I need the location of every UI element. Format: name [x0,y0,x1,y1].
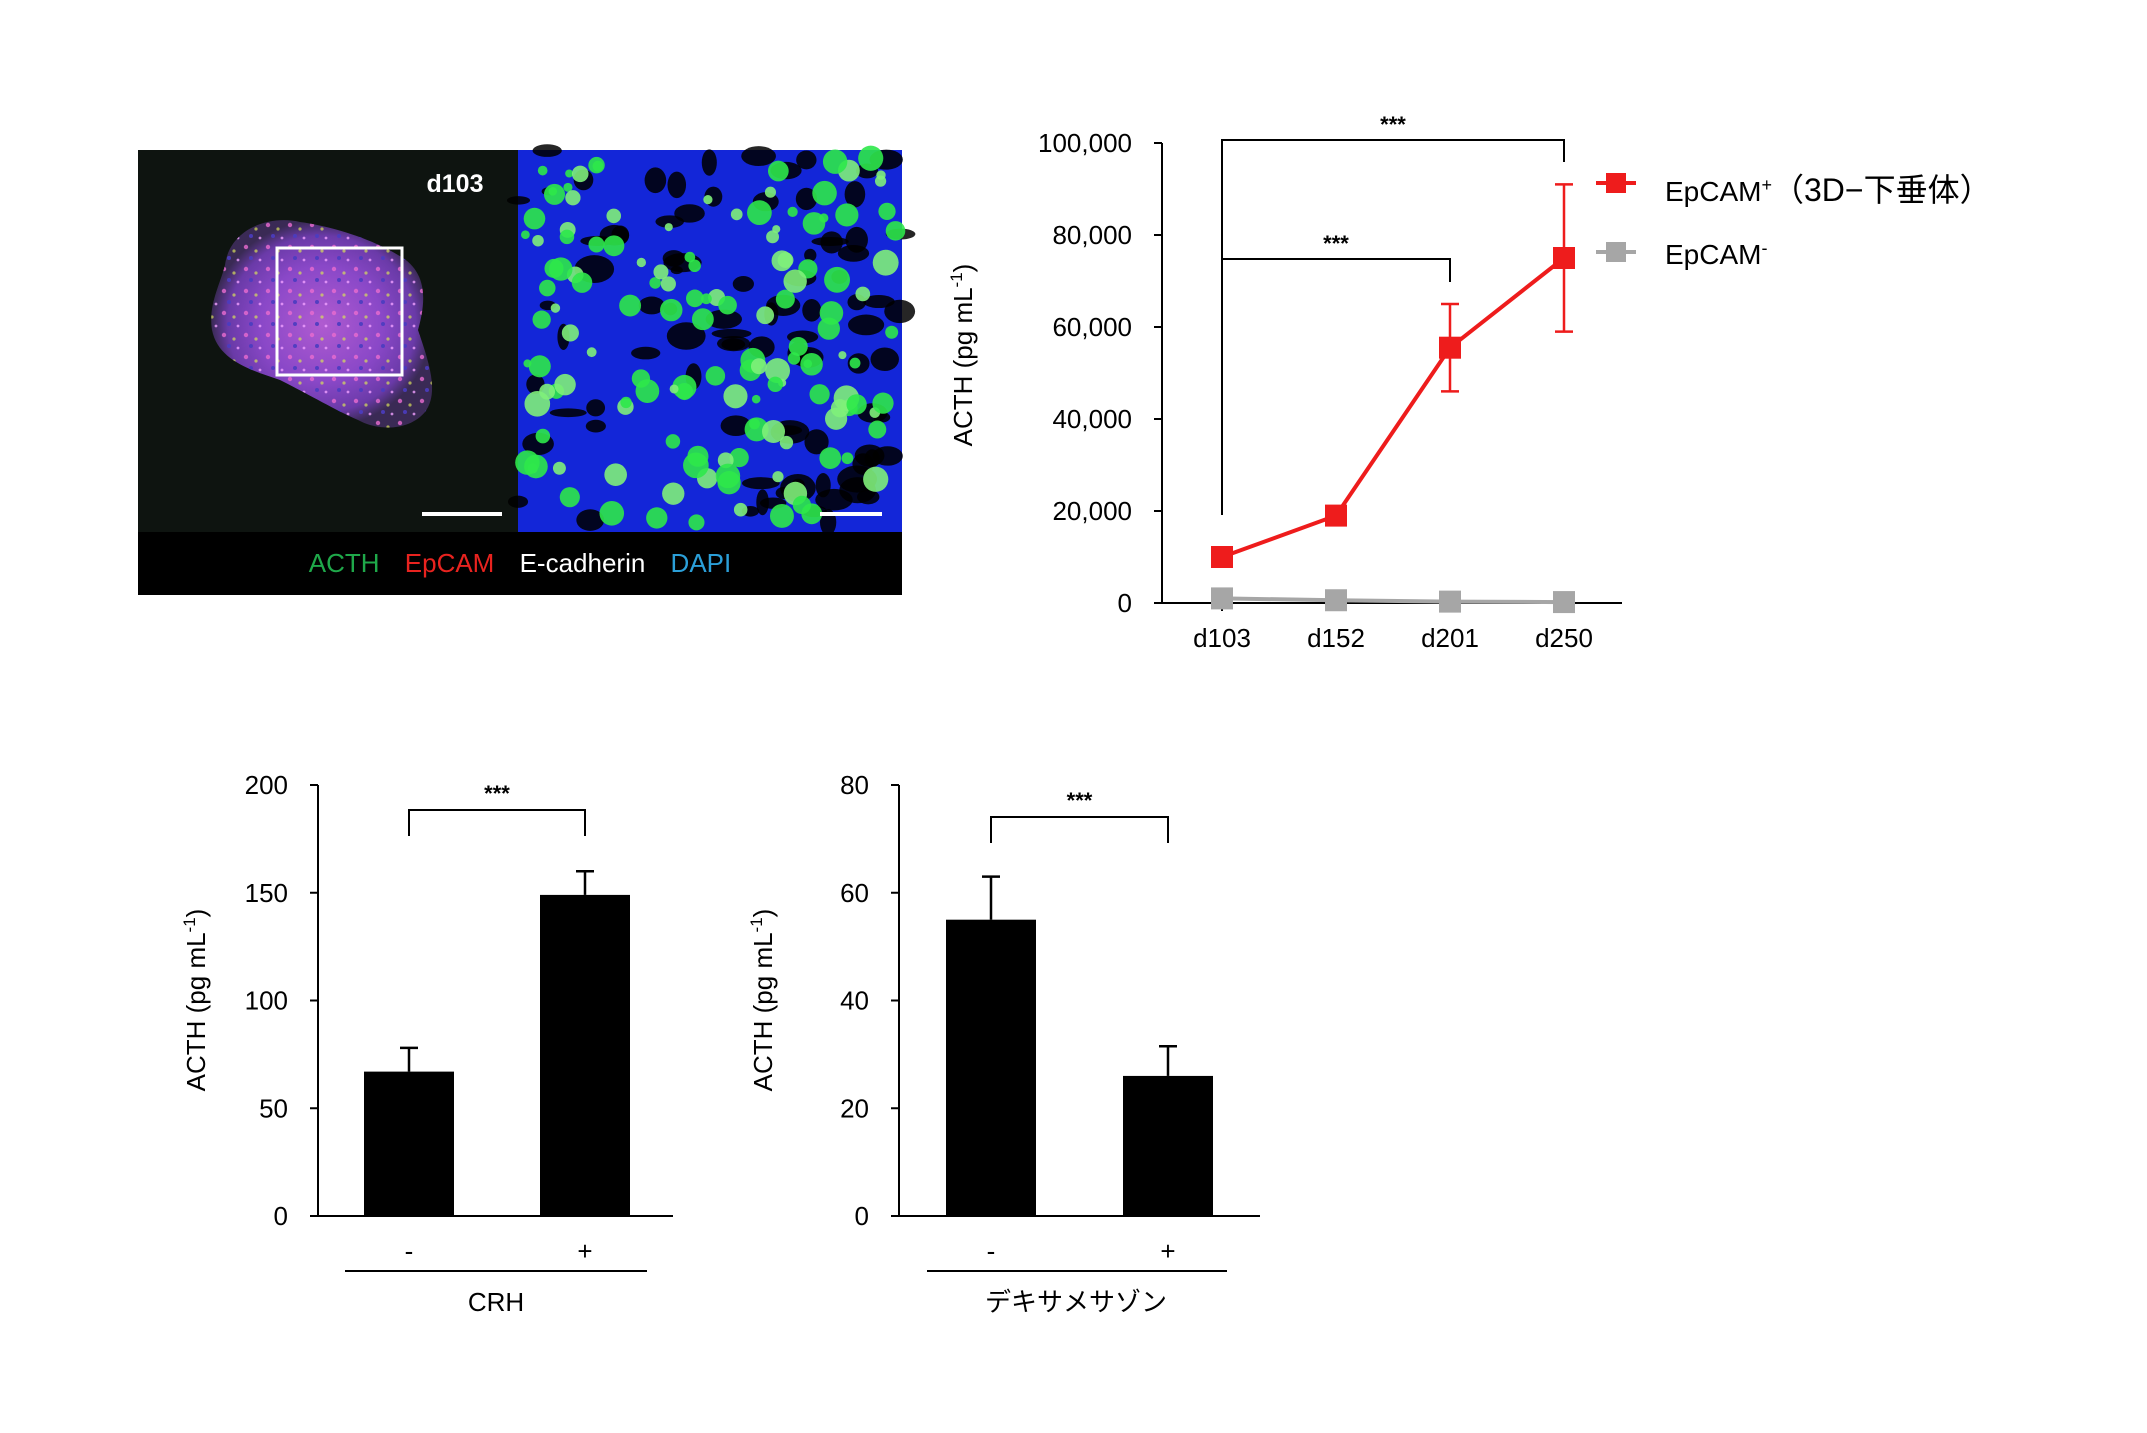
bar-chart-y-tick-label: 150 [245,878,288,908]
legend-swatch-marker-epcam-minus [1606,242,1626,262]
bar-chart-y-tick-label: 20 [840,1093,869,1123]
zoom-region-box [275,246,404,377]
micrograph-panel: d103 ACTH EpCAM E-cadherin DAPI [138,144,916,595]
stain-legend-dapi: DAPI [671,548,732,578]
bar-chart-x-tick-label: - [987,1236,996,1266]
bar-chart-y-tick-label: 80 [840,770,869,800]
line-chart-y-tick-label: 0 [1118,588,1132,618]
bar [364,1071,454,1216]
line-chart-legend: EpCAM+（3D−下垂体） EpCAM- [1596,172,1992,270]
bar-chart-y-tick-label: 60 [840,878,869,908]
bar-chart-y-tick-label: 40 [840,986,869,1016]
dexamethasone-x-axis-label: デキサメサゾン [985,1287,1167,1317]
stain-legend-ecadherin: E-cadherin [520,548,646,578]
data-point-marker [1553,247,1575,269]
stain-legend-acth: ACTH [309,548,380,578]
bar-chart-y-tick-label: 0 [274,1201,288,1231]
crh-bar-chart: ACTH (pg mL-1) 0 50 100 150 200 - + *** CRH [180,770,673,1317]
line-chart: ACTH (pg mL-1) 0 20,000 40,000 60,000 80,000… [947,112,1992,653]
data-point-marker [1325,504,1347,527]
data-point-marker [1553,591,1575,614]
line-series-epcam-minus [1211,587,1575,614]
series-line [1221,256,1566,559]
legend-label-epcam-minus: EpCAM- [1665,238,1767,270]
crh-chart-y-axis-label: ACTH (pg mL-1) [180,909,211,1092]
significance-bracket: *** [1221,231,1451,515]
line-chart-x-tick-label: d152 [1307,623,1365,653]
bar-chart-y-tick-label: 50 [259,1093,288,1123]
line-chart-x-tick-label: d250 [1535,623,1593,653]
line-chart-y-tick-label: 40,000 [1052,404,1132,434]
significance-bracket: *** [990,788,1169,843]
bar-chart-y-tick-label: 0 [855,1201,869,1231]
stain-legend-epcam: EpCAM [405,548,495,578]
series-line [1221,596,1565,605]
data-point-marker [1439,336,1461,359]
bar-chart-x-tick-label: + [577,1236,592,1266]
micrograph-day-label: d103 [427,170,484,198]
line-chart-x-tick-label: d201 [1421,623,1479,653]
significance-label: *** [484,781,510,806]
legend-swatch-marker-epcam-plus [1606,173,1626,193]
bar-chart-x-tick-label: - [405,1236,414,1266]
significance-bracket: *** [408,781,586,836]
line-chart-y-tick-label: 80,000 [1052,220,1132,250]
bar-chart-y-tick-label: 200 [245,770,288,800]
line-chart-y-tick-label: 100,000 [1038,128,1132,158]
line-chart-y-tick-label: 60,000 [1052,312,1132,342]
data-point-marker [1211,546,1233,568]
dexamethasone-chart-y-axis-label: ACTH (pg mL-1) [747,909,778,1092]
bar-chart-x-tick-label: + [1160,1236,1175,1266]
stain-legend: ACTH EpCAM E-cadherin DAPI [309,548,731,578]
data-point-marker [1439,590,1461,613]
bar [946,919,1036,1216]
line-series-epcam-plus [1211,183,1575,568]
bar-chart-y-tick-label: 100 [245,986,288,1016]
line-chart-y-tick-label: 20,000 [1052,496,1132,526]
data-point-marker [1211,587,1233,610]
line-chart-y-axis-label: ACTH (pg mL-1) [947,264,978,447]
zoomed-micrograph-image [506,144,916,536]
significance-label: *** [1380,112,1406,137]
line-chart-x-tick-label: d103 [1193,623,1251,653]
legend-label-epcam-plus: EpCAM+（3D−下垂体） [1665,172,1992,208]
data-point-marker [1325,589,1347,612]
bar [540,894,630,1216]
significance-bracket: *** [1221,112,1565,515]
dexamethasone-bar-chart: ACTH (pg mL-1) 0 20 40 60 80 - + *** デキサメサゾン [747,770,1260,1317]
crh-x-axis-label: CRH [468,1287,524,1317]
bar [1123,1075,1213,1216]
significance-label: *** [1323,231,1349,256]
significance-label: *** [1067,788,1093,813]
